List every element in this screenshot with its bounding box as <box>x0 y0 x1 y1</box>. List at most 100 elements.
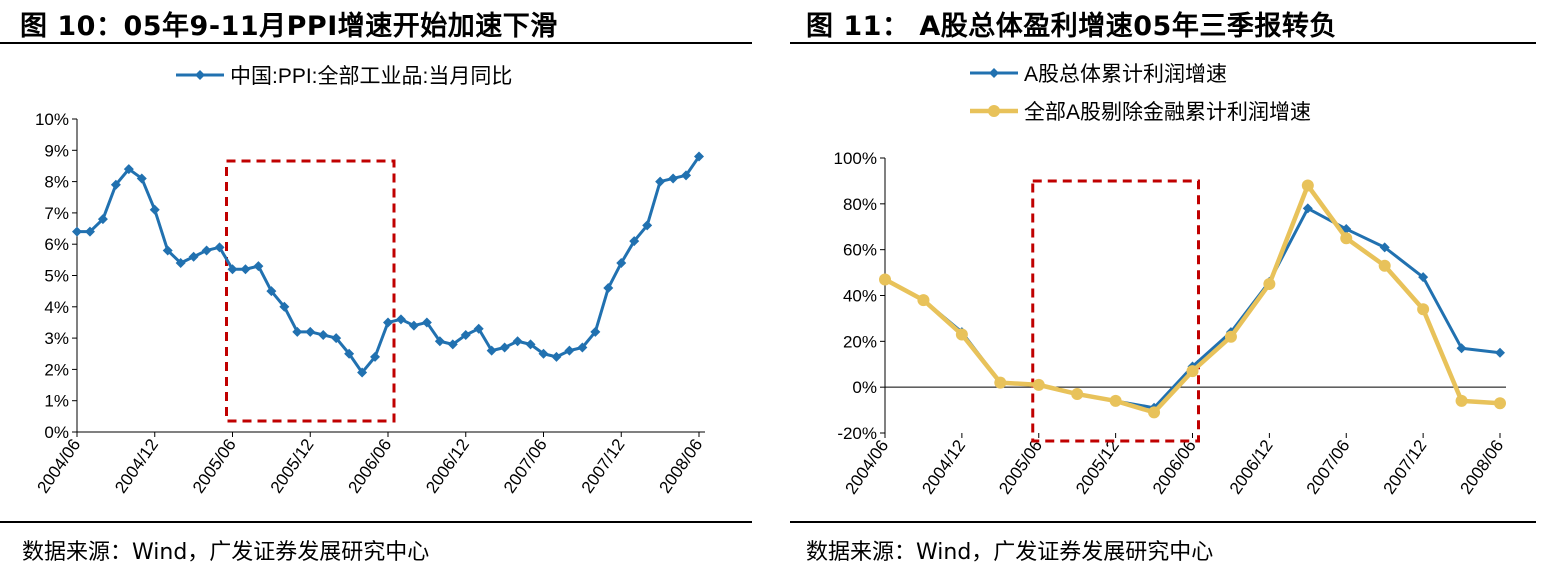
profit-figure-panel: 图 11： A股总体盈利增速05年三季报转负 -20% 0% 20% 40% 60% 80… <box>790 0 1549 571</box>
data-point <box>136 173 147 184</box>
data-point <box>188 251 199 262</box>
y-tick-label: 80% <box>843 195 877 214</box>
y-tick-label: 0% <box>44 423 69 442</box>
x-tick-label: 2008/06 <box>655 435 706 496</box>
data-point <box>1456 343 1467 354</box>
data-point <box>564 345 575 356</box>
x-tick-label: 2006/06 <box>344 435 395 496</box>
x-tick-label: 2004/12 <box>111 435 162 496</box>
data-point <box>681 170 692 181</box>
title-rule <box>790 42 1536 44</box>
data-point <box>603 283 614 294</box>
series-line <box>883 183 1501 415</box>
x-tick-label: 2007/12 <box>1380 436 1431 497</box>
data-point <box>305 326 316 337</box>
source-rule <box>0 521 752 523</box>
data-point <box>879 273 891 286</box>
data-point <box>175 257 186 268</box>
data-point <box>668 173 679 184</box>
y-tick-label: 0% <box>852 378 877 397</box>
data-point <box>629 236 640 247</box>
data-point <box>227 264 238 275</box>
x-tick-label: 2007/06 <box>500 435 551 496</box>
data-point <box>694 151 704 162</box>
x-tick-label: 2005/06 <box>995 436 1046 497</box>
figure-10-title: 图 10：05年9-11月PPI增速开始加速下滑 <box>20 11 558 42</box>
data-point <box>357 367 368 378</box>
legend-swatch-marker <box>195 70 205 80</box>
x-tick-label: 2004/12 <box>918 436 969 497</box>
data-point <box>214 242 225 253</box>
data-point <box>201 245 212 256</box>
data-point <box>538 348 549 359</box>
highlight-box <box>1031 179 1200 443</box>
y-tick-label: 20% <box>843 332 877 351</box>
profit-growth-line-chart: -20% 0% 20% 40% 60% 80% 100% 2004/06 2004/12 2005… <box>834 63 1508 498</box>
data-point <box>1417 303 1430 316</box>
series-line <box>884 206 1501 410</box>
data-point <box>1495 347 1505 358</box>
data-point <box>994 376 1007 389</box>
y-tick-label: 5% <box>44 267 69 286</box>
highlight-box <box>225 159 396 423</box>
data-point <box>1455 394 1468 407</box>
data-point <box>1378 259 1391 272</box>
y-tick-label: 100% <box>834 149 877 168</box>
x-tick-label: 2007/06 <box>1303 436 1354 497</box>
y-tick-label: 10% <box>35 110 69 129</box>
y-tick-label: 40% <box>843 287 877 306</box>
data-point <box>370 351 381 362</box>
data-point <box>84 226 95 237</box>
data-point <box>460 329 471 340</box>
data-point <box>434 336 445 347</box>
data-point <box>253 261 264 272</box>
data-point <box>383 317 393 328</box>
data-point <box>123 164 134 175</box>
figure-11-source: 数据来源：Wind，广发证券发展研究中心 <box>806 540 1214 565</box>
data-point <box>473 323 484 334</box>
data-point <box>1340 232 1353 245</box>
data-point <box>486 345 497 356</box>
data-point <box>1032 378 1045 391</box>
data-point <box>551 351 562 362</box>
data-point <box>1301 179 1314 192</box>
x-tick-label: 2004/06 <box>841 436 892 497</box>
data-point <box>1071 388 1084 401</box>
x-tick-label: 2004/06 <box>33 435 84 496</box>
y-tick-label: 6% <box>44 235 69 254</box>
y-tick-label: -20% <box>837 424 877 443</box>
data-point <box>1379 242 1390 253</box>
x-tick-label: 2006/06 <box>1149 436 1200 497</box>
y-tick-label: 3% <box>44 329 69 348</box>
data-point <box>447 339 458 350</box>
legend-label: A股总体累计利润增速 <box>1024 63 1227 86</box>
data-point <box>331 333 342 344</box>
data-point <box>1224 330 1237 343</box>
data-point <box>1418 272 1429 283</box>
data-point <box>512 336 523 347</box>
data-point <box>1494 397 1506 410</box>
y-tick-label: 60% <box>843 241 877 260</box>
y-tick-label: 9% <box>44 141 69 160</box>
x-tick-label: 2007/12 <box>578 435 629 496</box>
x-tick-label: 2005/06 <box>189 435 240 496</box>
legend-swatch-marker <box>989 68 999 78</box>
data-point <box>279 301 290 312</box>
legend-label: 全部A股剔除金融累计利润增速 <box>1024 101 1311 124</box>
data-point <box>525 339 536 350</box>
data-point <box>97 214 108 225</box>
y-tick-label: 7% <box>44 204 69 223</box>
data-point <box>318 329 329 340</box>
data-point <box>240 264 251 275</box>
x-tick-label: 2006/12 <box>422 435 473 496</box>
data-point <box>292 326 303 337</box>
figure-11-title: 图 11： A股总体盈利增速05年三季报转负 <box>806 11 1337 42</box>
data-point <box>1302 203 1313 214</box>
data-point <box>1263 278 1276 291</box>
figure-10-source: 数据来源：Wind，广发证券发展研究中心 <box>22 540 430 565</box>
data-point <box>110 179 121 190</box>
data-point <box>955 328 968 341</box>
x-tick-label: 2008/06 <box>1456 436 1507 497</box>
data-point <box>266 286 277 297</box>
data-point <box>642 220 653 231</box>
